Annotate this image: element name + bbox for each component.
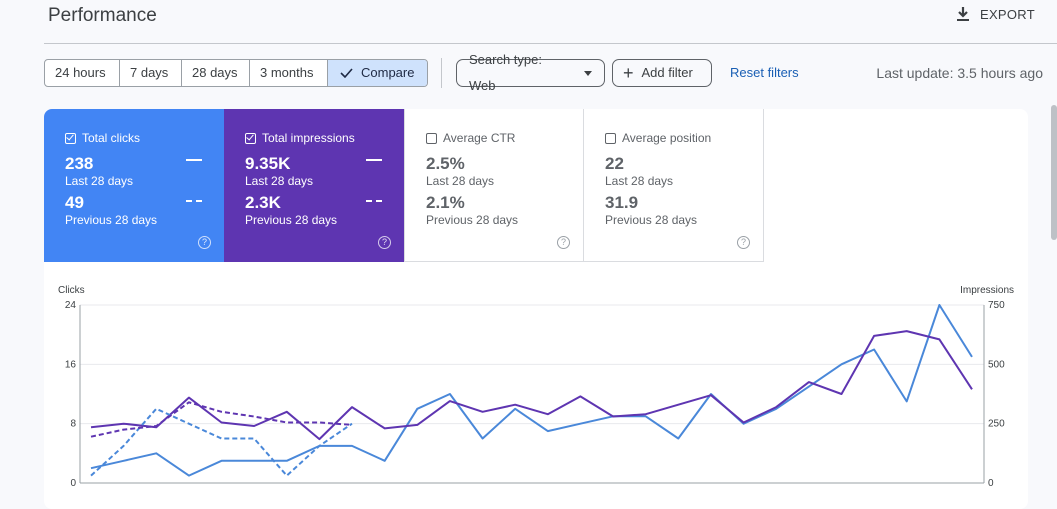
plus-icon: + [623,63,634,83]
range-28-days-button[interactable]: 28 days [182,60,250,86]
page-header: Performance EXPORT [0,0,1057,44]
performance-card: Total clicks 238 Last 28 days 49 Previou… [44,109,1028,509]
metric-period: Last 28 days [245,174,314,188]
series-line-clicks-solid [90,304,973,477]
range-compare-button[interactable]: Compare [328,60,427,86]
metric-average-ctr[interactable]: Average CTR 2.5% Last 28 days 2.1% Previ… [404,109,584,262]
help-icon[interactable]: ? [378,236,391,249]
checkbox-icon[interactable] [65,132,76,144]
right-tick-label: 750 [988,300,1005,311]
range-7-days-button[interactable]: 7 days [120,60,182,86]
right-axis-label: Impressions [960,285,1014,296]
solid-legend-line [186,159,202,161]
header-divider [44,43,1057,44]
metric-label: Total clicks [82,131,141,145]
search-type-label: Search type: Web [469,52,542,93]
metric-label: Average position [622,131,712,145]
metric-total-impressions[interactable]: Total impressions 9.35K Last 28 days 2.3… [224,109,404,262]
right-tick-label: 0 [988,478,994,489]
metric-value: 2.5% [426,154,465,173]
export-label: EXPORT [979,6,1035,22]
right-tick-label: 500 [988,359,1005,370]
check-icon [340,68,353,78]
metric-value: 238 [65,154,94,173]
series-line-clicks-dashed [90,407,353,477]
metric-prev-period: Previous 28 days [605,213,698,227]
range-compare-label: Compare [361,65,415,80]
dashed-legend-line [366,200,382,202]
metric-total-clicks[interactable]: Total clicks 238 Last 28 days 49 Previou… [44,109,224,262]
metric-header: Total impressions [245,131,404,145]
metric-label: Total impressions [262,131,355,145]
metric-prev-value: 31.9 [605,193,639,212]
left-tick-label: 24 [65,300,77,311]
series-line-impressions-dashed [90,401,353,438]
metric-prev-period: Previous 28 days [245,213,338,227]
left-axis-label: Clicks [58,285,85,296]
help-icon[interactable]: ? [557,236,570,249]
checkbox-icon[interactable] [245,132,256,144]
date-range-selector: 24 hours 7 days 28 days 3 months Compare [44,59,428,87]
range-3-months-button[interactable]: 3 months [250,60,328,86]
metric-label: Average CTR [443,131,516,145]
export-button[interactable]: EXPORT [956,6,1035,22]
metric-header: Total clicks [65,131,224,145]
last-update-text: Last update: 3.5 hours ago [876,65,1043,81]
metric-header: Average CTR [426,131,583,145]
page-scrollbar[interactable] [1051,105,1057,240]
metric-period: Last 28 days [65,174,134,188]
metric-average-position[interactable]: Average position 22 Last 28 days 31.9 Pr… [584,109,764,262]
metric-period: Last 28 days [605,174,674,188]
left-tick-label: 8 [70,419,76,430]
toolbar-divider [441,58,442,88]
metric-prev-period: Previous 28 days [65,213,158,227]
metric-value: 22 [605,154,624,173]
metric-prev-value: 49 [65,193,84,212]
solid-legend-line [366,159,382,161]
right-tick-label: 250 [988,419,1005,430]
checkbox-icon[interactable] [426,132,437,144]
series-line-impressions-solid [90,330,973,441]
metric-period: Last 28 days [426,174,495,188]
metric-prev-value: 2.3K [245,193,281,212]
performance-chart[interactable]: Clicks Impressions 24 750 16 500 8 250 0 0 [44,109,1028,509]
metric-prev-period: Previous 28 days [426,213,519,227]
left-tick-label: 0 [70,478,76,489]
search-type-dropdown[interactable]: Search type: Web [456,52,605,93]
help-icon[interactable]: ? [737,236,750,249]
page-title: Performance [48,5,157,26]
caret-down-icon [584,70,592,76]
dashed-legend-line [186,200,202,202]
left-tick-label: 16 [65,359,77,370]
metric-prev-value: 2.1% [426,193,465,212]
checkbox-icon[interactable] [605,132,616,144]
add-filter-button[interactable]: + Add filter [612,59,712,87]
download-icon [956,7,969,21]
reset-filters-link[interactable]: Reset filters [730,65,799,80]
help-icon[interactable]: ? [198,236,211,249]
metric-header: Average position [605,131,763,145]
metric-value: 9.35K [245,154,291,173]
add-filter-label: Add filter [641,65,693,80]
range-24-hours-button[interactable]: 24 hours [45,60,120,86]
